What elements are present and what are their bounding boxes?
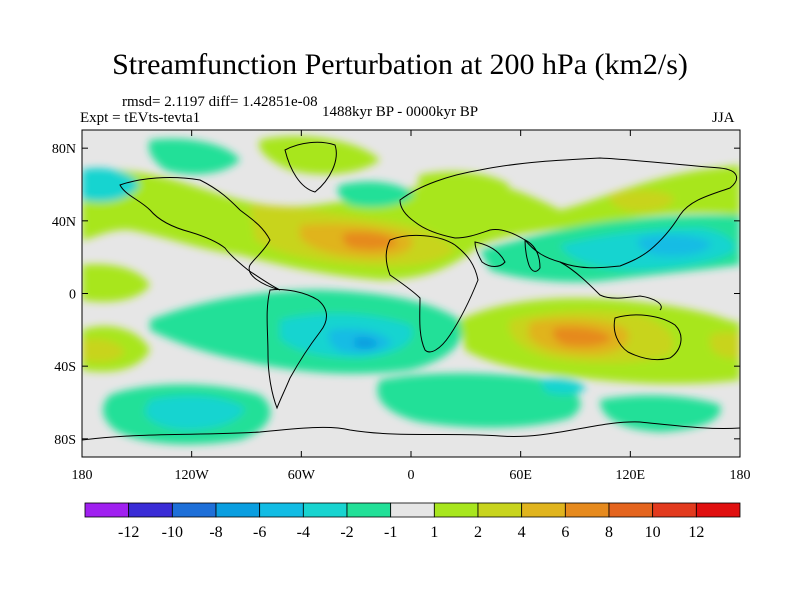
x-tick-label: 0 (408, 468, 415, 483)
x-tick-label: 60W (288, 468, 316, 483)
y-tick-label: 40N (52, 215, 76, 230)
period-label: 1488kyr BP - 0000kyr BP (322, 104, 479, 120)
contour-southern-ocean-low (540, 378, 586, 395)
coast-south-america (266, 289, 327, 410)
colorbar-label: -10 (162, 524, 183, 541)
coast-australia (613, 314, 682, 361)
contour-fields (82, 136, 740, 445)
colorbar-label: -2 (340, 524, 353, 541)
y-tick-label: 0 (69, 288, 76, 303)
colorbar-label: 1 (430, 524, 438, 541)
x-tick-label: 120E (616, 468, 646, 483)
colorbar-swatch (215, 502, 261, 518)
colorbar-label: -4 (297, 524, 310, 541)
colorbar-swatch (259, 502, 304, 518)
y-tick-label: 80S (54, 433, 76, 448)
colorbar-swatch (652, 502, 697, 518)
stats-label: rmsd= 2.1197 diff= 1.42851e-08 (122, 94, 318, 110)
x-tick-label: 180 (730, 468, 751, 483)
colorbar-label: -12 (118, 524, 139, 541)
colorbar-label: 4 (518, 524, 526, 541)
x-tick-label: 60E (509, 468, 532, 483)
map-plot-area (82, 130, 740, 457)
colorbar-swatch (84, 502, 130, 518)
colorbar-label: -1 (384, 524, 397, 541)
contour-south-pacific-low (145, 395, 245, 430)
colorbar-swatch (128, 502, 173, 518)
colorbar-swatch (608, 502, 654, 518)
season-label: JJA (712, 110, 735, 126)
colorbar: -12 -10 -8 -6 -4 -2 -1 1 2 4 6 8 10 12 (84, 502, 741, 541)
coast-eurasia (399, 157, 738, 269)
x-tick-label: 180 (72, 468, 93, 483)
x-tick-label: 120W (175, 468, 210, 483)
contour-tropical-pacific (82, 264, 150, 302)
colorbar-swatch (477, 502, 523, 518)
colorbar-label: 10 (645, 524, 661, 541)
contour-nw-pacific-high (609, 190, 675, 212)
coast-antarctica (82, 421, 740, 441)
contour-band-north-positive (82, 165, 740, 280)
colorbar-swatch (302, 502, 348, 518)
contour-far-south-negative (600, 395, 721, 432)
colorbar-label: -8 (209, 524, 222, 541)
colorbar-swatch (695, 502, 741, 518)
contour-australia-core (552, 327, 612, 347)
y-tick-label: 40S (54, 360, 76, 375)
colorbar-swatch (390, 502, 435, 518)
contour-north-negative-b (82, 168, 140, 202)
y-tick-label: 80N (52, 142, 76, 157)
contour-south-atlantic-center (354, 337, 378, 349)
contour-east-pacific-core (710, 332, 740, 359)
contour-southern-ocean-negative (377, 373, 581, 428)
x-axis: 180 120W 60W 0 60E 120E 180 (72, 130, 751, 483)
coastlines (82, 141, 740, 441)
colorbar-label: 2 (474, 524, 482, 541)
contour-southeast-pacific-core (82, 338, 125, 362)
colorbar-swatch (346, 502, 392, 518)
y-axis: 80N 40N 0 40S 80S (52, 142, 740, 448)
contour-north-atlantic-core (342, 232, 398, 250)
coast-africa (385, 235, 479, 353)
coast-arabia-india (474, 239, 541, 272)
colorbar-label: 12 (688, 524, 704, 541)
colorbar-label: 8 (605, 524, 613, 541)
colorbar-swatch (171, 502, 217, 518)
coast-southeast-asia (559, 261, 662, 311)
contour-east-asia-core (638, 234, 712, 256)
colorbar-swatch (521, 502, 566, 518)
colorbar-label: -6 (253, 524, 266, 541)
colorbar-swatch (433, 502, 479, 518)
experiment-label: Expt = tEVts-tevta1 (80, 110, 201, 126)
contour-north-negative-c (148, 138, 240, 175)
colorbar-swatch (564, 502, 610, 518)
contour-north-negative-a (337, 181, 415, 208)
colorbar-label: 6 (561, 524, 569, 541)
chart-title: Streamfunction Perturbation at 200 hPa (… (112, 48, 688, 81)
coast-greenland (284, 141, 337, 193)
